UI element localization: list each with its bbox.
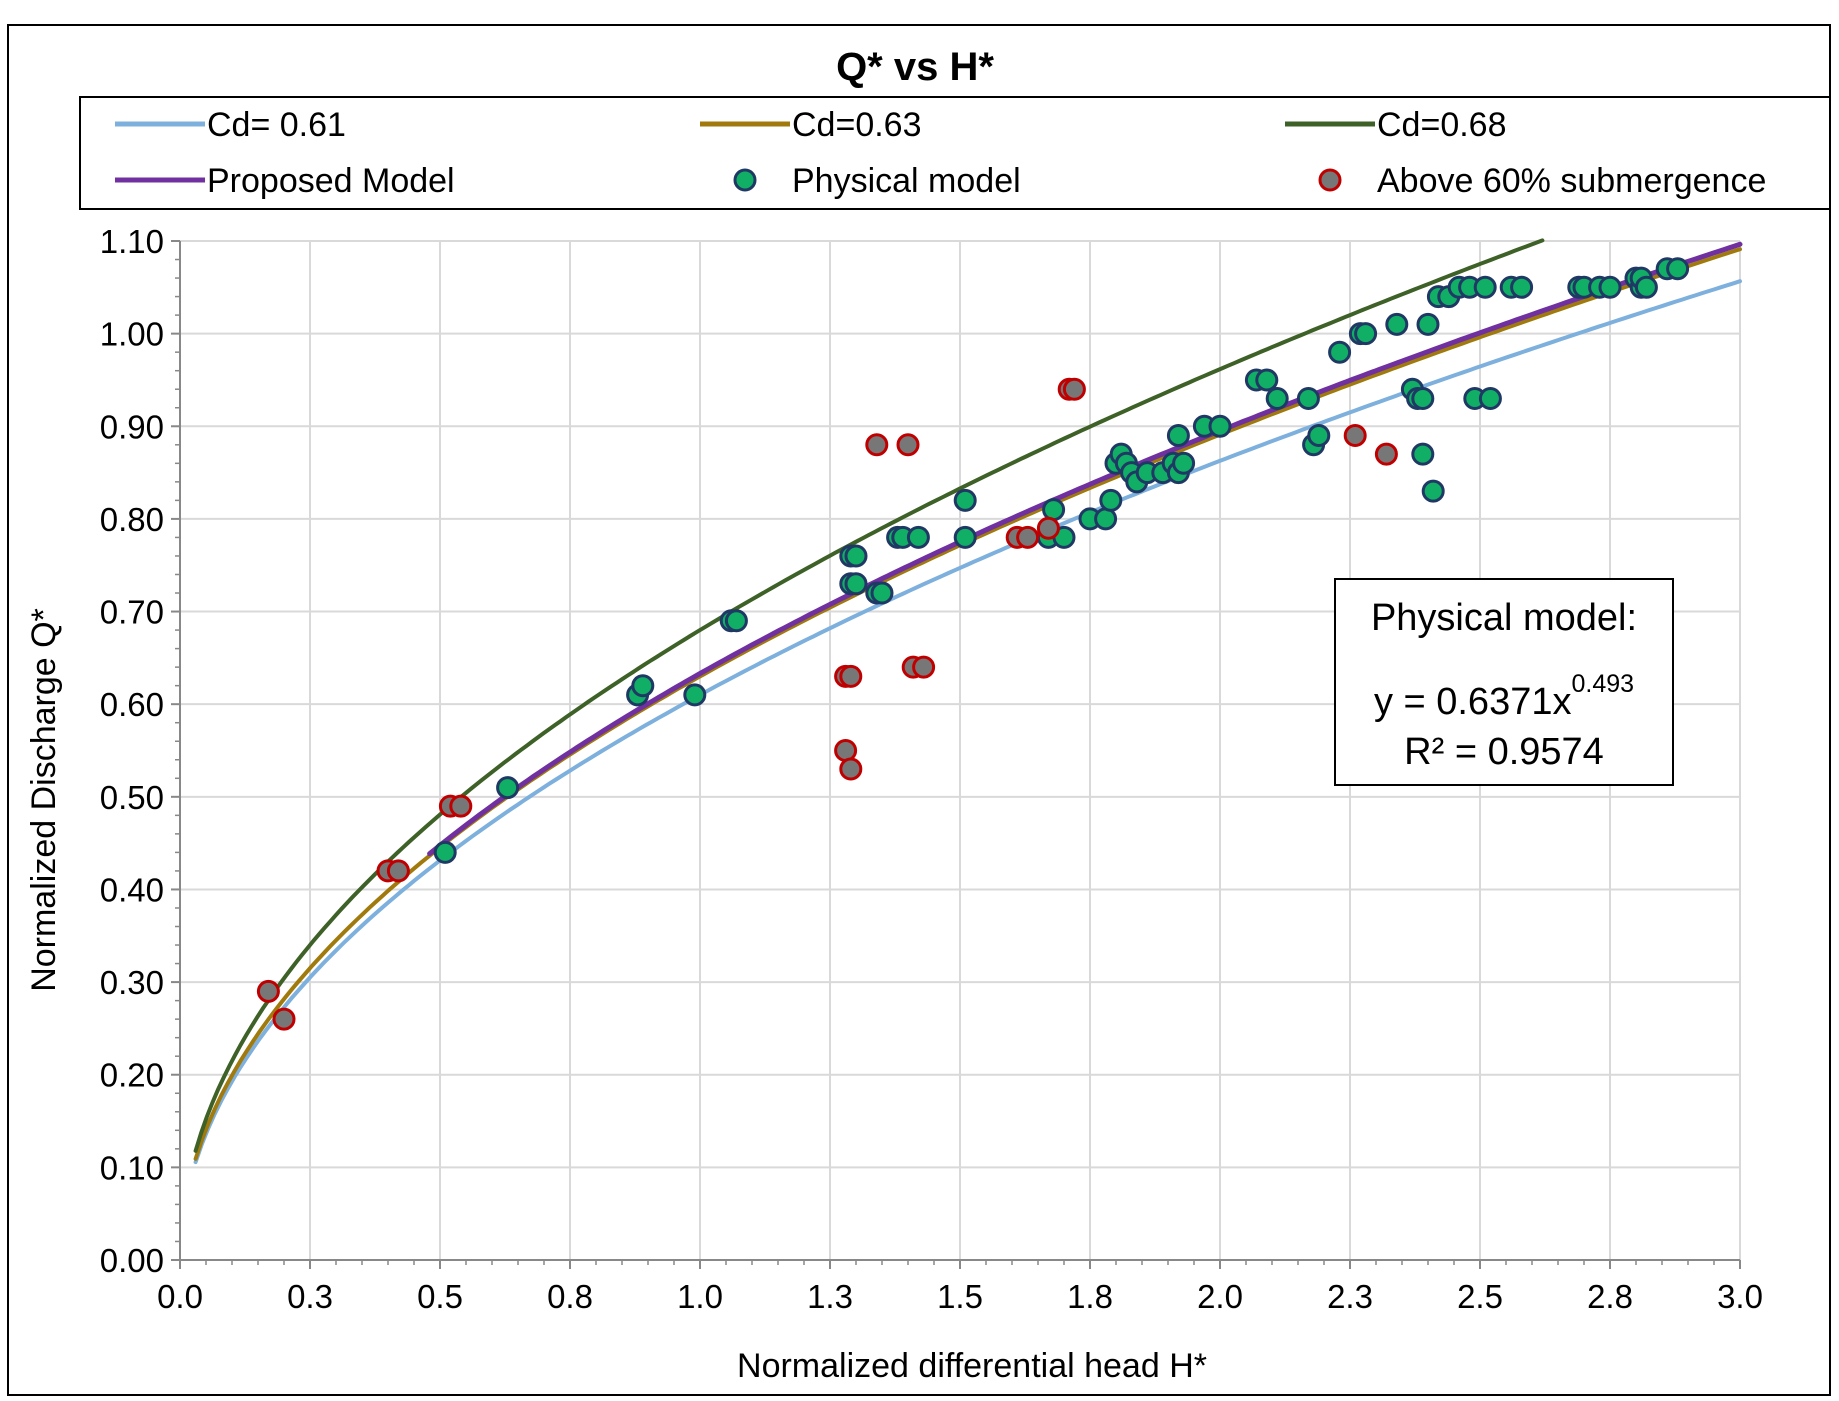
physical-point (631, 674, 655, 698)
y-tick-label: 0.70 (100, 594, 164, 631)
physical-point (844, 544, 868, 568)
equation-base: y = 0.6371x (1374, 681, 1572, 723)
physical-point (1411, 387, 1435, 410)
physical-point (870, 581, 894, 605)
y-tick-label: 0.30 (100, 964, 164, 1001)
curve-proposed (427, 241, 1743, 857)
physical-point (1166, 424, 1190, 447)
legend-label-physical: Physical model (792, 162, 1021, 200)
physical-point (953, 488, 977, 512)
physical-point (1385, 312, 1409, 336)
above60-point (839, 664, 863, 688)
legend-marker-above60 (1318, 168, 1342, 192)
x-axis-label: Normalized differential head H* (737, 1347, 1207, 1385)
legend-label-cd063: Cd=0.63 (792, 106, 922, 144)
physical-point (1094, 507, 1118, 531)
data-points (256, 257, 1690, 1031)
x-tick-label: 1.5 (937, 1278, 983, 1315)
physical-point (1296, 387, 1320, 410)
legend-label-above60: Above 60% submergence (1377, 162, 1766, 200)
above60-point (449, 794, 473, 818)
above60-point (1374, 442, 1398, 466)
physical-point (1255, 368, 1279, 392)
x-tick-label: 1.0 (677, 1278, 723, 1315)
legend-label-proposed: Proposed Model (207, 162, 455, 200)
x-tick-label: 2.8 (1587, 1278, 1633, 1315)
above60-point (839, 757, 863, 781)
above60-point (1343, 424, 1367, 447)
physical-point (906, 525, 930, 549)
chart-title: Q* vs H* (836, 45, 994, 89)
above60-point (1036, 516, 1060, 540)
y-tick-label: 0.40 (100, 871, 164, 908)
annotation-heading: Physical model: (1371, 597, 1637, 639)
above60-point (386, 859, 410, 883)
trendline-annotation: Physical model: y = 0.6371x0.493 R² = 0.… (1334, 578, 1674, 786)
legend-label-cd068: Cd=0.68 (1377, 106, 1507, 144)
y-tick-label: 0.20 (100, 1057, 164, 1094)
x-tick-label: 2.3 (1327, 1278, 1373, 1315)
x-tick-label: 0.8 (547, 1278, 593, 1315)
y-axis-label: Normalized Discharge Q* (25, 608, 63, 992)
physical-point (1473, 275, 1497, 299)
above60-point (1062, 377, 1086, 401)
above60-point (1016, 525, 1040, 549)
physical-point (1172, 451, 1196, 475)
above60-point (834, 739, 858, 762)
x-tick-label: 1.3 (807, 1278, 853, 1315)
x-tick-label: 0.0 (157, 1278, 203, 1315)
physical-point (1416, 312, 1440, 336)
y-tick-label: 0.60 (100, 686, 164, 723)
physical-point (496, 776, 520, 800)
physical-point (1307, 424, 1331, 447)
annotation-box (1334, 578, 1674, 786)
annotation-equation: y = 0.6371x0.493 (1374, 670, 1634, 723)
legend-label-cd061: Cd= 0.61 (207, 106, 346, 144)
physical-point (724, 609, 748, 633)
y-tick-label: 0.90 (100, 408, 164, 445)
x-tick-label: 1.8 (1067, 1278, 1113, 1315)
physical-point (1421, 479, 1445, 503)
x-tick-label: 0.5 (417, 1278, 463, 1315)
x-tick-label: 3.0 (1717, 1278, 1763, 1315)
physical-point (683, 683, 707, 707)
physical-point (1411, 442, 1435, 466)
annotation-r-squared: R² = 0.9574 (1404, 731, 1604, 773)
above60-point (896, 433, 920, 457)
physical-point (1042, 498, 1066, 522)
y-tick-label: 0.50 (100, 779, 164, 816)
legend: Cd= 0.61 Cd=0.63 Cd=0.68 Proposed Model Phys… (79, 96, 1831, 210)
physical-point (1099, 488, 1123, 512)
physical-point (953, 525, 977, 549)
y-tick-label: 1.10 (100, 223, 164, 260)
y-tick-label: 0.10 (100, 1149, 164, 1186)
x-tick-label: 2.0 (1197, 1278, 1243, 1315)
above60-point (865, 433, 889, 457)
physical-point (844, 572, 868, 596)
physical-point (1598, 275, 1622, 299)
legend-box (79, 96, 1831, 210)
physical-point (1510, 275, 1534, 299)
above60-point (272, 1007, 296, 1031)
above60-point (256, 979, 280, 1003)
y-tick-label: 0.80 (100, 501, 164, 538)
legend-marker-physical (733, 168, 757, 192)
equation-exponent: 0.493 (1571, 670, 1634, 698)
y-tick-label: 0.00 (100, 1242, 164, 1279)
above60-point (912, 655, 936, 679)
physical-point (1265, 387, 1289, 410)
physical-point (1354, 322, 1378, 346)
axes: 0.0 0.3 0.5 0.8 1.0 1.3 1.5 1.8 2.0 2.3 2.5 2.8 3.0 0… (100, 223, 1763, 1315)
physical-point (1634, 275, 1658, 299)
physical-point (1478, 387, 1502, 410)
x-tick-label: 2.5 (1457, 1278, 1503, 1315)
curve-cd068 (193, 238, 1545, 1153)
physical-point (1666, 257, 1690, 281)
x-tick-label: 0.3 (287, 1278, 333, 1315)
physical-point (1208, 414, 1232, 438)
physical-point (1328, 340, 1352, 364)
y-tick-label: 1.00 (100, 316, 164, 353)
physical-point (433, 840, 457, 864)
